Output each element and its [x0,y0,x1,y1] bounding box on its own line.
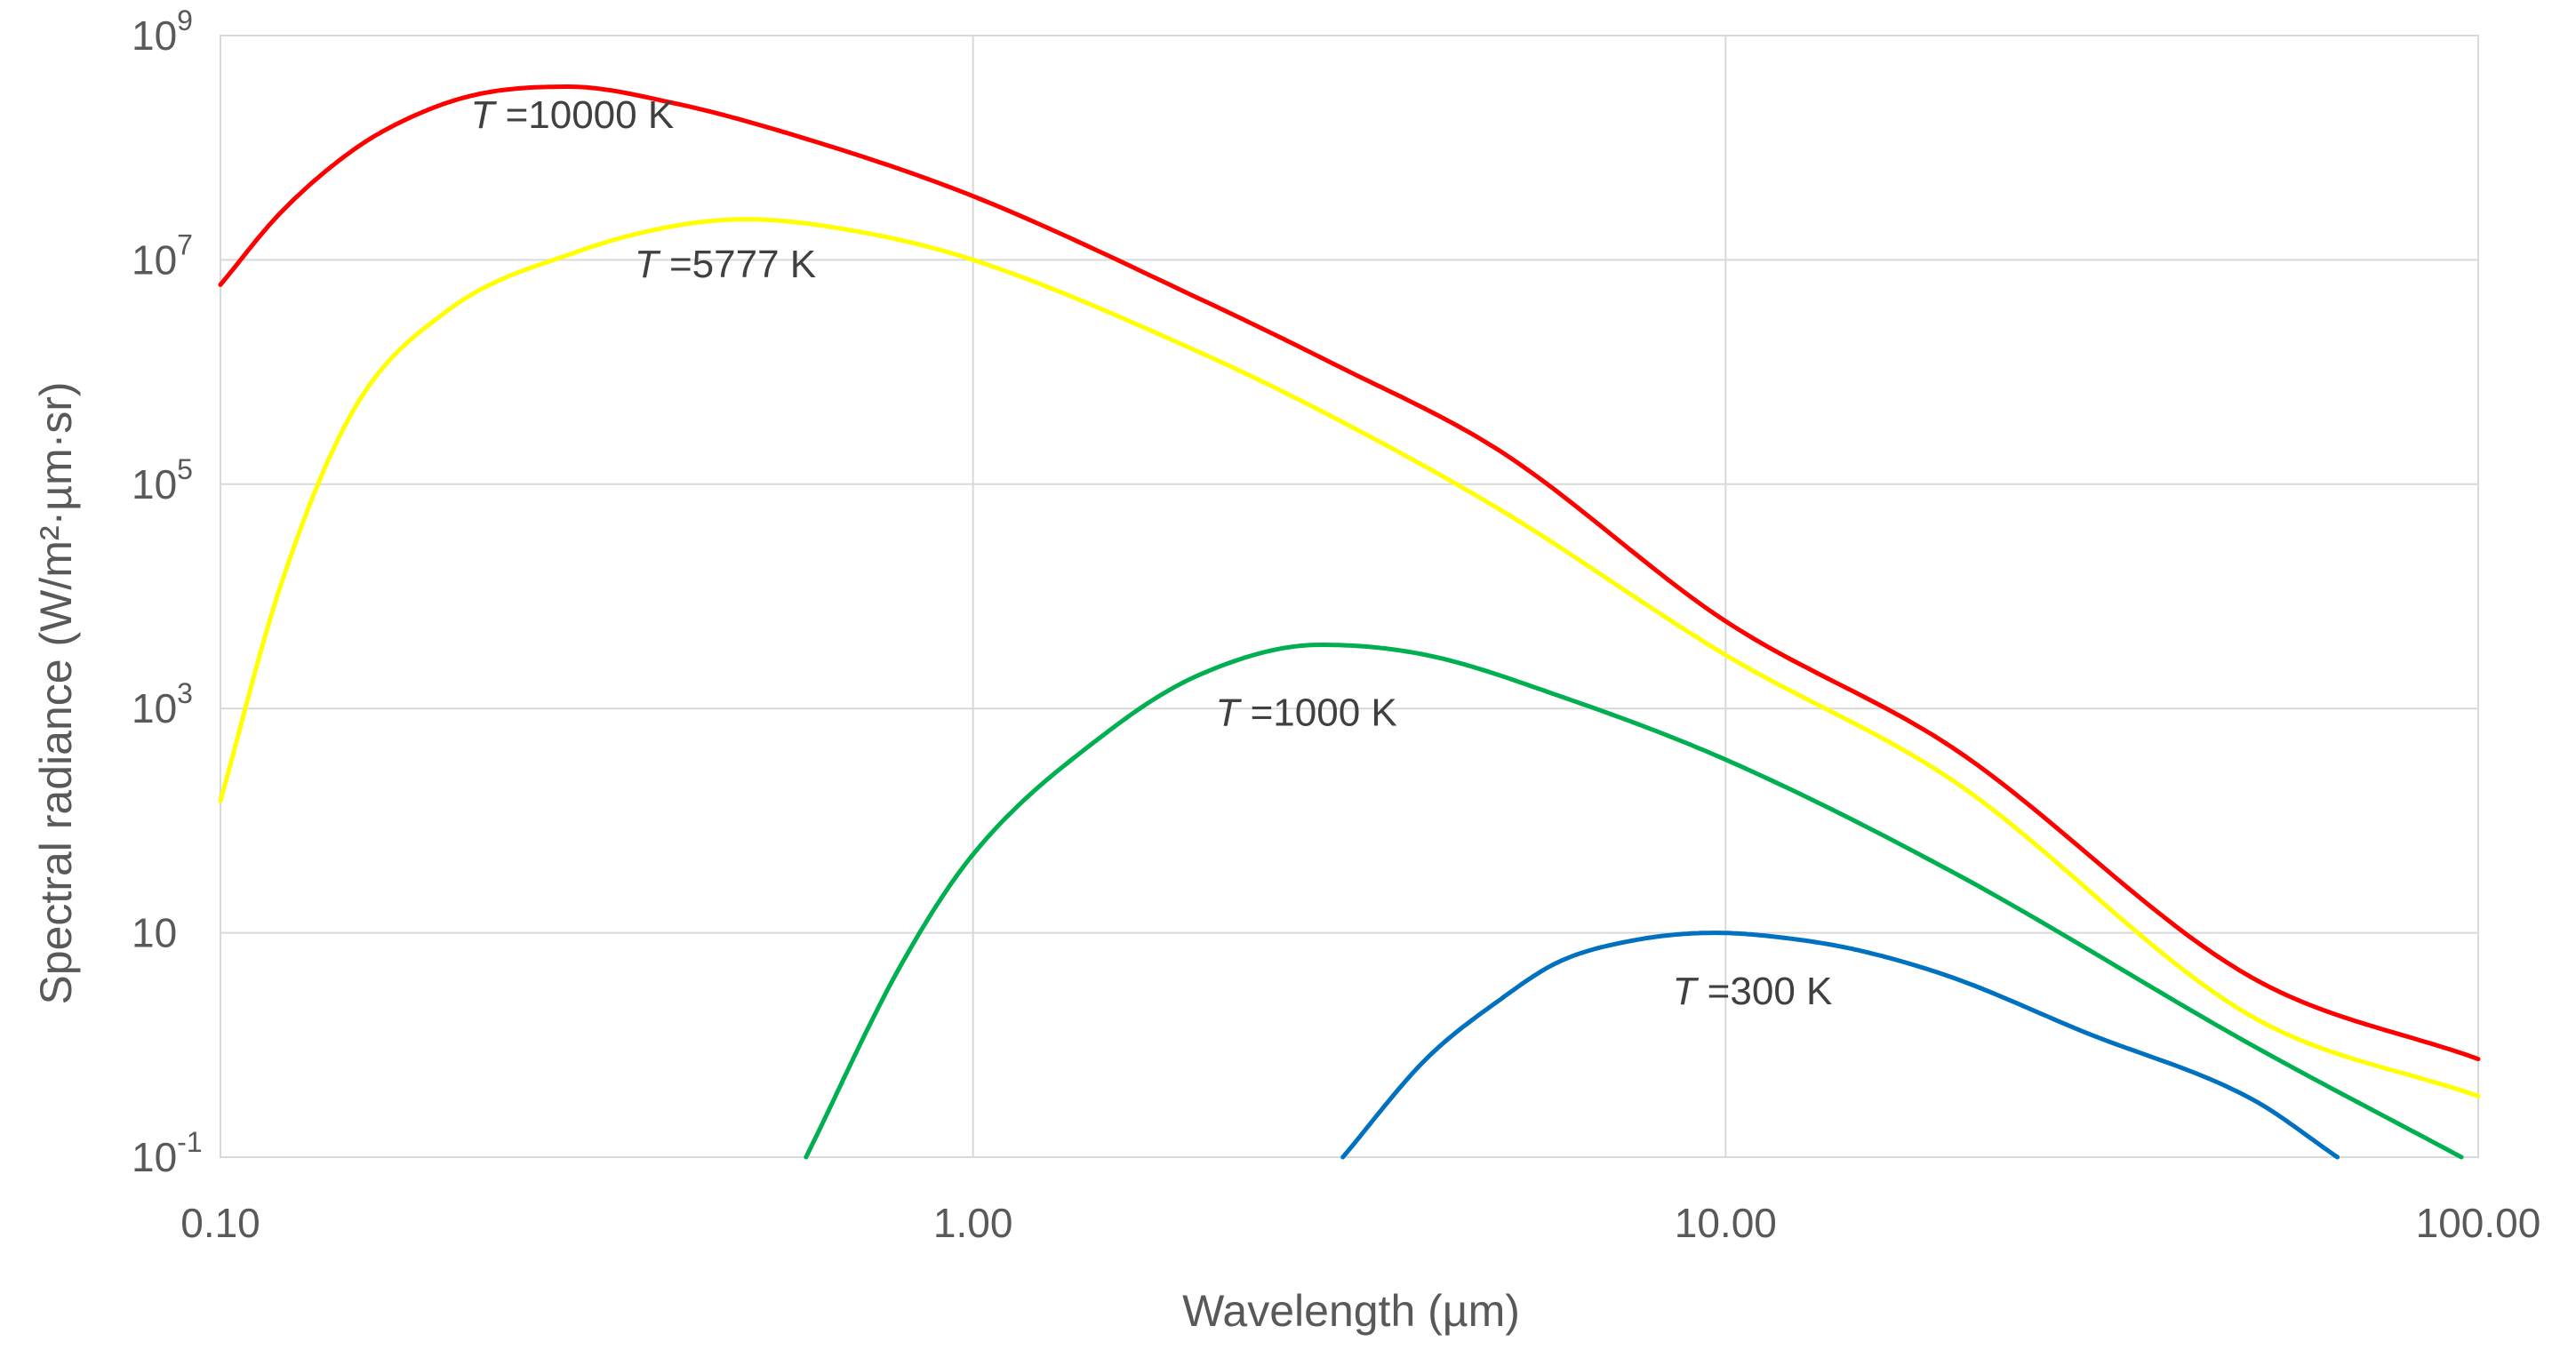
y-tick-exponent: 9 [177,4,193,36]
y-tick-exponent: 5 [177,453,193,485]
y-tick-base: 10 [132,12,177,59]
series-label-text: =300 K [1696,970,1832,1013]
x-tick-label: 0.10 [180,1200,260,1246]
series-label-symbol: T [1215,691,1242,735]
grid [220,35,2479,1158]
x-tick-label: 1.00 [933,1200,1013,1246]
series-line-10000k [218,84,2481,1062]
y-tick-label: 109 [132,4,193,59]
plot-frame [220,35,2479,1158]
series-label-text: =5777 K [659,243,816,286]
y-tick-base: 10 [132,461,177,507]
series-line-1000k [804,643,2464,1160]
series-label-300k: T =300 K [1673,970,1833,1013]
y-tick-base: 10 [132,685,177,731]
series-label-text: =1000 K [1239,691,1396,735]
y-tick-base: 10 [132,236,177,283]
y-tick-exponent: 7 [177,228,193,260]
x-tick-label: 10.00 [1675,1200,1777,1246]
series-label-1000k: T =1000 K [1215,691,1396,735]
series-label-symbol: T [635,243,661,286]
y-tick-exponent: -1 [177,1126,202,1158]
series-line-300k [1340,931,2340,1160]
y-tick-label: 105 [132,453,193,507]
series-labels: T =10000 KT =5777 KT =1000 KT =300 K [470,93,1832,1013]
series-label-symbol: T [470,93,497,137]
y-tick-label: 107 [132,228,193,283]
x-tick-labels: 0.10 1.00 10.00 100.00 [180,1200,2540,1246]
y-tick-label: 10-1 [132,1126,203,1180]
y-tick-base: 10 [132,910,177,956]
series-label-10000k: T =10000 K [470,93,674,137]
series-label-5777k: T =5777 K [635,243,816,286]
y-tick-exponent: 3 [177,677,193,709]
y-axis-title: Spectral radiance (W/m²·µm·sr) [31,381,81,1004]
x-tick-label: 100.00 [2416,1200,2541,1246]
y-tick-label: 10 [132,910,177,956]
y-tick-label: 103 [132,677,193,731]
plot-series [218,84,2481,1160]
series-label-text: =10000 K [494,93,674,137]
series-label-symbol: T [1673,970,1700,1013]
y-tick-base: 10 [132,1134,177,1180]
series-line-5777k [218,217,2481,1098]
x-axis-title: Wavelength (µm) [1182,1286,1520,1336]
